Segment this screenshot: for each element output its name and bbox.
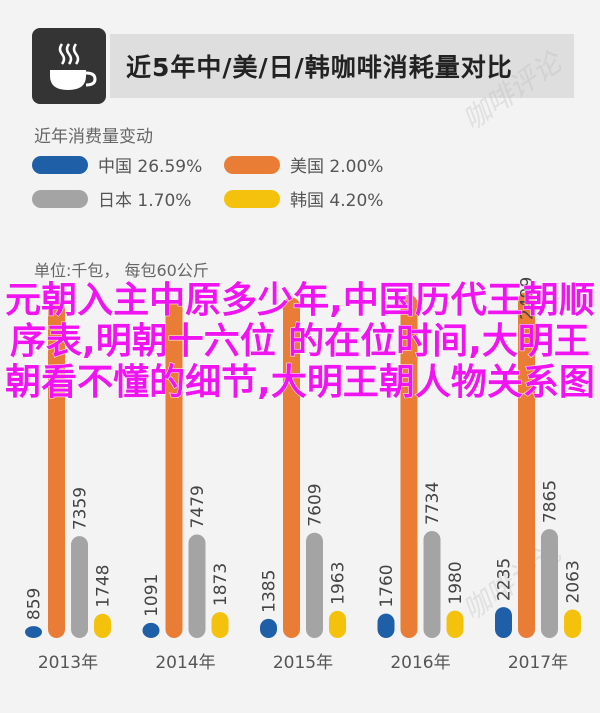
bar-korea-3 [446, 610, 464, 638]
bar-japan-3 [423, 530, 441, 638]
unit-label: 单位:千包， 每包60公斤 [34, 261, 209, 280]
legend-label-korea: 韩国 4.20% [290, 191, 384, 211]
bar-label-china-0: 859 [25, 588, 45, 620]
bar-china-4 [495, 607, 512, 638]
bar-label-korea-1: 1873 [211, 563, 231, 606]
bar-label-china-2: 1385 [260, 570, 280, 613]
bar-label-usa-4: 2499 [518, 277, 538, 320]
bar-korea-1 [211, 612, 229, 638]
bar-label-japan-1: 7479 [188, 485, 208, 528]
bar-japan-1 [188, 534, 206, 638]
legend-item-china: 中国 26.59% [32, 152, 202, 177]
bar-japan-4 [541, 529, 558, 638]
legend-item-korea: 韩国 4.20% [224, 186, 383, 211]
bar-usa-2 [283, 297, 300, 638]
x-tick-label-0: 2013年 [38, 653, 98, 673]
bar-label-korea-0: 1748 [94, 565, 114, 608]
x-tick-label-1: 2014年 [155, 653, 215, 673]
bar-china-2 [260, 618, 277, 638]
bar-label-korea-2: 1963 [329, 562, 349, 605]
bar-label-japan-4: 7865 [541, 480, 561, 523]
chart-header: 近5年中/美/日/韩咖啡消耗量对比 [32, 28, 574, 104]
legend-swatch-japan [32, 189, 88, 208]
x-tick-label-3: 2016年 [390, 653, 450, 673]
bar-china-0 [25, 626, 42, 638]
chart-subtitle: 近年消费量变动 [34, 127, 153, 147]
legend-label-japan: 日本 1.70% [98, 191, 192, 211]
legend-item-usa: 美国 2.00% [224, 152, 383, 177]
x-tick-label-4: 2017年 [508, 653, 568, 673]
overlay-headline: 元朝入主中原多少年,中国历代王朝顺序表,明朝十六位 的在位时间,大明王朝看不懂的… [5, 280, 596, 404]
legend-item-japan: 日本 1.70% [32, 186, 191, 211]
coffee-cup-icon [32, 28, 106, 104]
x-tick-label-2: 2015年 [273, 653, 333, 673]
bar-label-china-1: 1091 [142, 574, 162, 617]
bar-usa-4 [518, 292, 535, 638]
legend-swatch-china [32, 155, 88, 174]
bar-japan-0 [71, 536, 88, 638]
bar-label-korea-4: 2063 [564, 560, 584, 603]
title-banner: 近5年中/美/日/韩咖啡消耗量对比 [110, 34, 574, 98]
bar-label-japan-0: 7359 [71, 487, 91, 530]
bar-label-japan-2: 7609 [306, 483, 326, 526]
bar-label-china-4: 2235 [495, 558, 515, 601]
bar-korea-0 [94, 613, 111, 638]
bar-usa-0 [48, 301, 65, 638]
bar-label-japan-3: 7734 [423, 482, 443, 525]
bar-china-1 [142, 622, 160, 638]
legend-swatch-usa [224, 155, 280, 174]
bar-japan-2 [306, 532, 323, 638]
bar-korea-4 [564, 609, 581, 638]
legend-swatch-korea [224, 189, 280, 208]
bar-usa-1 [165, 299, 183, 638]
bar-label-china-3: 1760 [377, 564, 397, 607]
bar-korea-2 [329, 610, 346, 638]
bar-china-3 [377, 613, 395, 638]
legend-label-china: 中国 26.59% [98, 157, 203, 177]
chart-title: 近5年中/美/日/韩咖啡消耗量对比 [126, 53, 513, 82]
legend-label-usa: 美国 2.00% [290, 157, 384, 177]
bar-usa-3 [400, 294, 418, 638]
bar-label-korea-3: 1980 [446, 561, 466, 604]
